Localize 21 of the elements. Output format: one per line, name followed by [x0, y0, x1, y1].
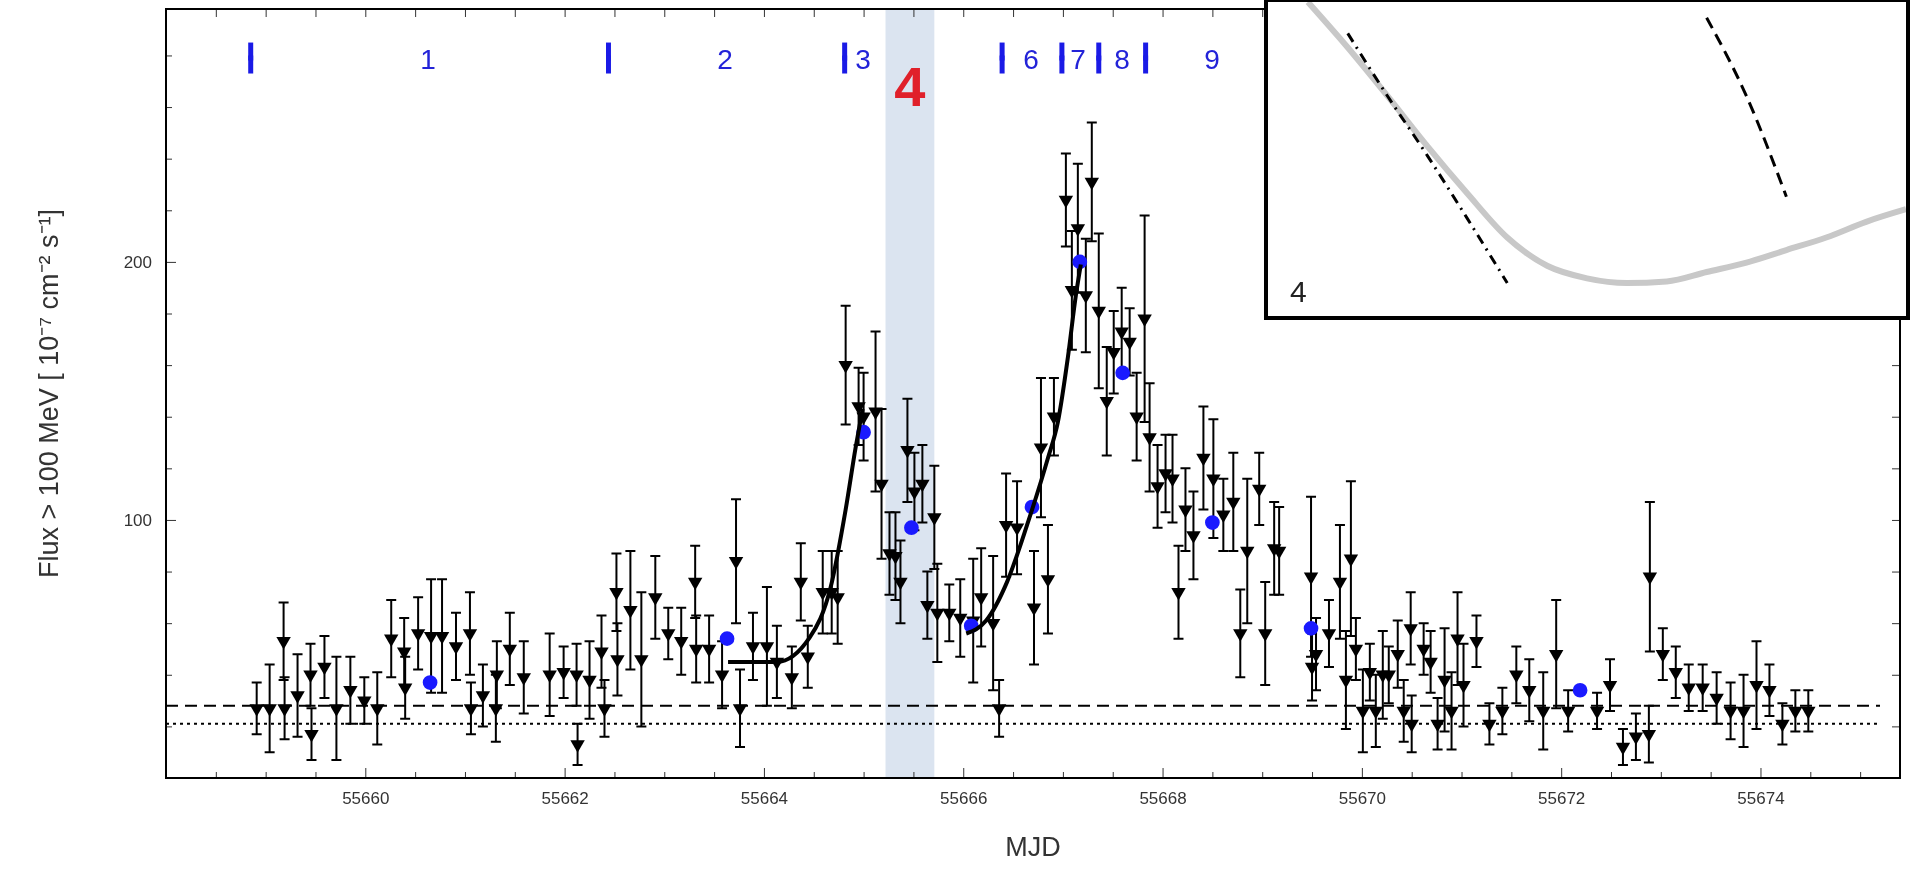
x-tick-label: 55670 — [1338, 789, 1386, 809]
y-axis-title: Flux > 100 MeV [ 10⁻⁷ cm⁻² s⁻¹] — [34, 208, 64, 579]
annotation: 8 — [1114, 44, 1130, 75]
x-tick-label: 55674 — [1737, 789, 1785, 809]
x-tick-label: 55664 — [740, 789, 789, 809]
annotation: 6 — [1023, 44, 1039, 75]
x-tick-label: 55672 — [1538, 789, 1586, 809]
y-tick-label: 200 — [123, 252, 152, 272]
x-tick-label: 55666 — [940, 789, 988, 809]
x-tick-label: 55668 — [1139, 789, 1187, 809]
band-label: 4 — [894, 55, 926, 118]
annotation: 2 — [717, 44, 733, 75]
annotation: 7 — [1070, 44, 1086, 75]
annotation: 4 — [1290, 275, 1307, 308]
y-tick-label: 100 — [123, 510, 152, 530]
x-tick-label: 55660 — [342, 789, 390, 809]
annotation: 1 — [420, 44, 436, 75]
x-tick-label: 55662 — [541, 789, 589, 809]
annotation: 9 — [1204, 44, 1220, 75]
x-axis-title: MJD — [1005, 832, 1061, 862]
annotation: 3 — [855, 44, 871, 75]
